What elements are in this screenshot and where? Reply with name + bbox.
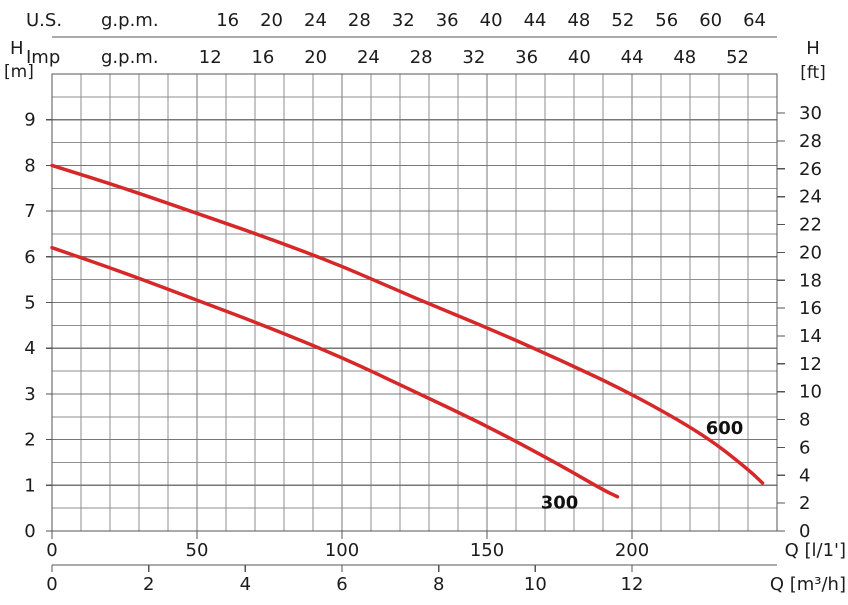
us-gpm-tick-label: 44 — [524, 10, 547, 31]
us-gpm-tick-label: 32 — [392, 10, 415, 31]
imp-gpm-tick-label: 20 — [304, 47, 327, 68]
imp-axis-label-right: g.p.m. — [101, 47, 159, 68]
us-gpm-tick-label: 24 — [304, 10, 327, 31]
left-y-axis-unit: [m] — [4, 62, 34, 82]
series-label-300: 300 — [541, 493, 579, 514]
imp-gpm-tick-label: 48 — [673, 47, 696, 68]
x-secondary-tick-label: 0 — [46, 574, 57, 595]
us-axis-label-right: g.p.m. — [101, 10, 159, 31]
right-y-tick-label: 12 — [799, 354, 822, 375]
x-primary-tick-label: 100 — [325, 540, 359, 561]
right-y-tick-label: 4 — [799, 465, 810, 486]
x-secondary-tick-label: 6 — [336, 574, 347, 595]
label-layer: H [m] H [ft] U.S. g.p.m. Imp g.p.m. Q [l/1'] Q [m… — [4, 10, 846, 595]
x-primary-tick-label: 200 — [615, 540, 649, 561]
right-y-tick-label: 0 — [799, 521, 810, 542]
right-y-tick-label: 20 — [799, 242, 822, 263]
x-primary-tick-label: 50 — [186, 540, 209, 561]
imp-gpm-tick-label: 24 — [357, 47, 380, 68]
imp-axis-label-left: Imp — [26, 47, 60, 68]
right-y-tick-label: 18 — [799, 270, 822, 291]
us-gpm-tick-label: 16 — [216, 10, 239, 31]
us-axis-label-left: U.S. — [26, 10, 62, 31]
x-primary-tick-label: 0 — [46, 540, 57, 561]
right-y-tick-label: 2 — [799, 493, 810, 514]
right-y-tick-label: 30 — [799, 103, 822, 124]
left-y-tick-label: 4 — [24, 338, 35, 359]
imp-gpm-tick-label: 16 — [251, 47, 274, 68]
left-y-tick-label: 7 — [24, 201, 35, 222]
right-y-tick-label: 16 — [799, 298, 822, 319]
imp-gpm-tick-label: 32 — [462, 47, 485, 68]
series-curve-600 — [50, 163, 765, 485]
series-label-600: 600 — [706, 418, 744, 439]
right-y-tick-label: 14 — [799, 326, 822, 347]
left-y-tick-label: 8 — [24, 155, 35, 176]
us-gpm-tick-label: 48 — [567, 10, 590, 31]
left-y-axis-label: H — [10, 38, 24, 59]
left-y-tick-label: 6 — [24, 247, 35, 268]
right-y-tick-label: 8 — [799, 410, 810, 431]
us-gpm-tick-label: 52 — [611, 10, 634, 31]
left-y-tick-label: 0 — [24, 521, 35, 542]
left-y-tick-label: 1 — [24, 475, 35, 496]
left-y-tick-label: 3 — [24, 384, 35, 405]
series-layer — [50, 163, 765, 499]
left-y-tick-label: 2 — [24, 430, 35, 451]
right-y-tick-label: 6 — [799, 437, 810, 458]
x-secondary-axis-label: Q [m³/h] — [770, 574, 846, 595]
us-gpm-tick-label: 60 — [699, 10, 722, 31]
right-y-tick-label: 10 — [799, 382, 822, 403]
us-gpm-tick-label: 56 — [655, 10, 678, 31]
imp-gpm-tick-label: 12 — [199, 47, 222, 68]
x-secondary-tick-label: 10 — [524, 574, 547, 595]
right-y-tick-label: 24 — [799, 187, 822, 208]
grid-layer — [51, 73, 778, 532]
x-primary-tick-label: 150 — [470, 540, 504, 561]
right-y-tick-label: 26 — [799, 159, 822, 180]
imp-gpm-tick-label: 40 — [568, 47, 591, 68]
x-secondary-tick-label: 2 — [143, 574, 154, 595]
imp-gpm-tick-label: 36 — [515, 47, 538, 68]
us-gpm-tick-label: 36 — [436, 10, 459, 31]
x-secondary-tick-label: 12 — [621, 574, 644, 595]
left-y-tick-label: 5 — [24, 293, 35, 314]
x-secondary-tick-label: 4 — [240, 574, 251, 595]
imp-gpm-tick-label: 44 — [621, 47, 644, 68]
us-gpm-tick-label: 64 — [743, 10, 766, 31]
us-gpm-tick-label: 40 — [480, 10, 503, 31]
right-y-tick-label: 28 — [799, 131, 822, 152]
imp-gpm-tick-label: 52 — [726, 47, 749, 68]
right-y-tick-label: 22 — [799, 215, 822, 236]
series-curve-300 — [50, 245, 620, 499]
us-gpm-tick-label: 28 — [348, 10, 371, 31]
x-secondary-tick-label: 8 — [433, 574, 444, 595]
left-y-tick-label: 9 — [24, 110, 35, 131]
x-primary-axis-label: Q [l/1'] — [785, 540, 846, 561]
right-y-axis-label: H — [806, 38, 820, 59]
right-y-axis-unit: [ft] — [800, 63, 826, 83]
imp-gpm-tick-label: 28 — [410, 47, 433, 68]
us-gpm-tick-label: 20 — [260, 10, 283, 31]
